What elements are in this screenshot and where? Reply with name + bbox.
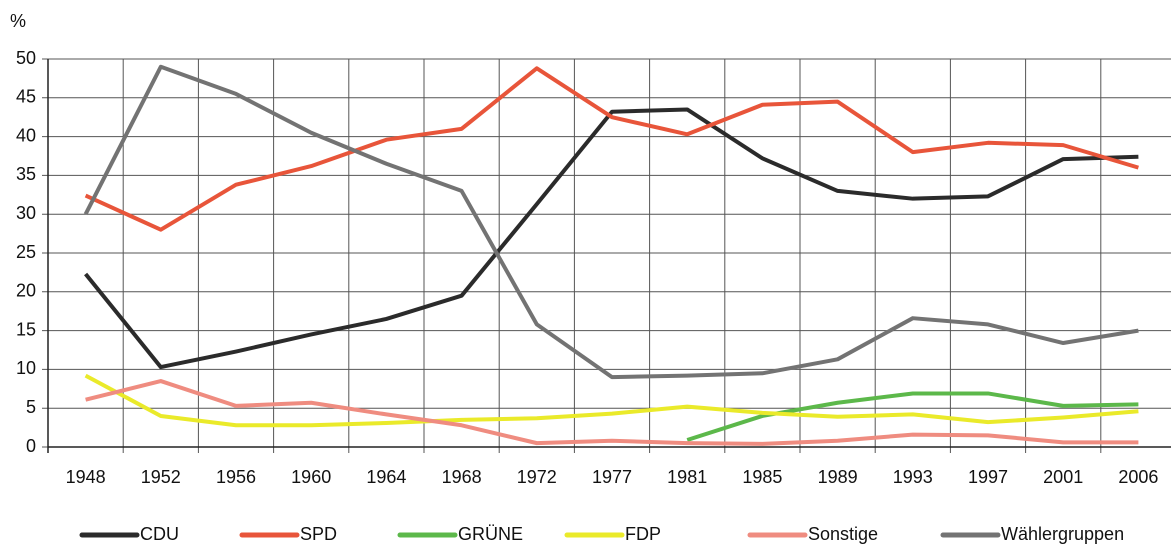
x-tick-label: 1956 bbox=[216, 467, 256, 487]
x-tick-label: 1997 bbox=[968, 467, 1008, 487]
line-series bbox=[84, 107, 1139, 370]
legend-label: Sonstige bbox=[808, 524, 878, 544]
x-tick-label: 1964 bbox=[366, 467, 406, 487]
y-tick-label: 10 bbox=[16, 358, 36, 378]
x-tick-label: 1972 bbox=[517, 467, 557, 487]
y-tick-label: 0 bbox=[26, 436, 36, 456]
y-tick-label: 25 bbox=[16, 242, 36, 262]
y-tick-label: 50 bbox=[16, 48, 36, 68]
y-tick-label: 15 bbox=[16, 319, 36, 339]
x-tick-label: 1993 bbox=[893, 467, 933, 487]
y-tick-label: 35 bbox=[16, 164, 36, 184]
y-tick-label: 5 bbox=[26, 397, 36, 417]
x-tick-label: 1977 bbox=[592, 467, 632, 487]
y-tick-label: 45 bbox=[16, 87, 36, 107]
x-tick-label: 2001 bbox=[1043, 467, 1083, 487]
x-tick-label: 2006 bbox=[1118, 467, 1158, 487]
legend-label: CDU bbox=[140, 524, 179, 544]
y-tick-label: 30 bbox=[16, 203, 36, 223]
legend-label: FDP bbox=[625, 524, 661, 544]
x-tick-label: 1968 bbox=[442, 467, 482, 487]
x-tick-label: 1960 bbox=[291, 467, 331, 487]
legend-label: Wählergruppen bbox=[1001, 524, 1124, 544]
x-tick-label: 1948 bbox=[66, 467, 106, 487]
line-series bbox=[84, 373, 1139, 428]
y-tick-label: 20 bbox=[16, 281, 36, 301]
line-series bbox=[84, 66, 1139, 232]
line-series bbox=[85, 379, 1139, 446]
x-tick-label: 1989 bbox=[818, 467, 858, 487]
x-tick-label: 1952 bbox=[141, 467, 181, 487]
legend-label: SPD bbox=[300, 524, 337, 544]
line-series bbox=[686, 391, 1139, 442]
x-tick-label: 1985 bbox=[742, 467, 782, 487]
line-series bbox=[83, 64, 1139, 380]
x-tick-label: 1981 bbox=[667, 467, 707, 487]
y-tick-label: 40 bbox=[16, 125, 36, 145]
y-axis-label: % bbox=[10, 11, 26, 31]
legend-label: GRÜNE bbox=[458, 524, 523, 544]
